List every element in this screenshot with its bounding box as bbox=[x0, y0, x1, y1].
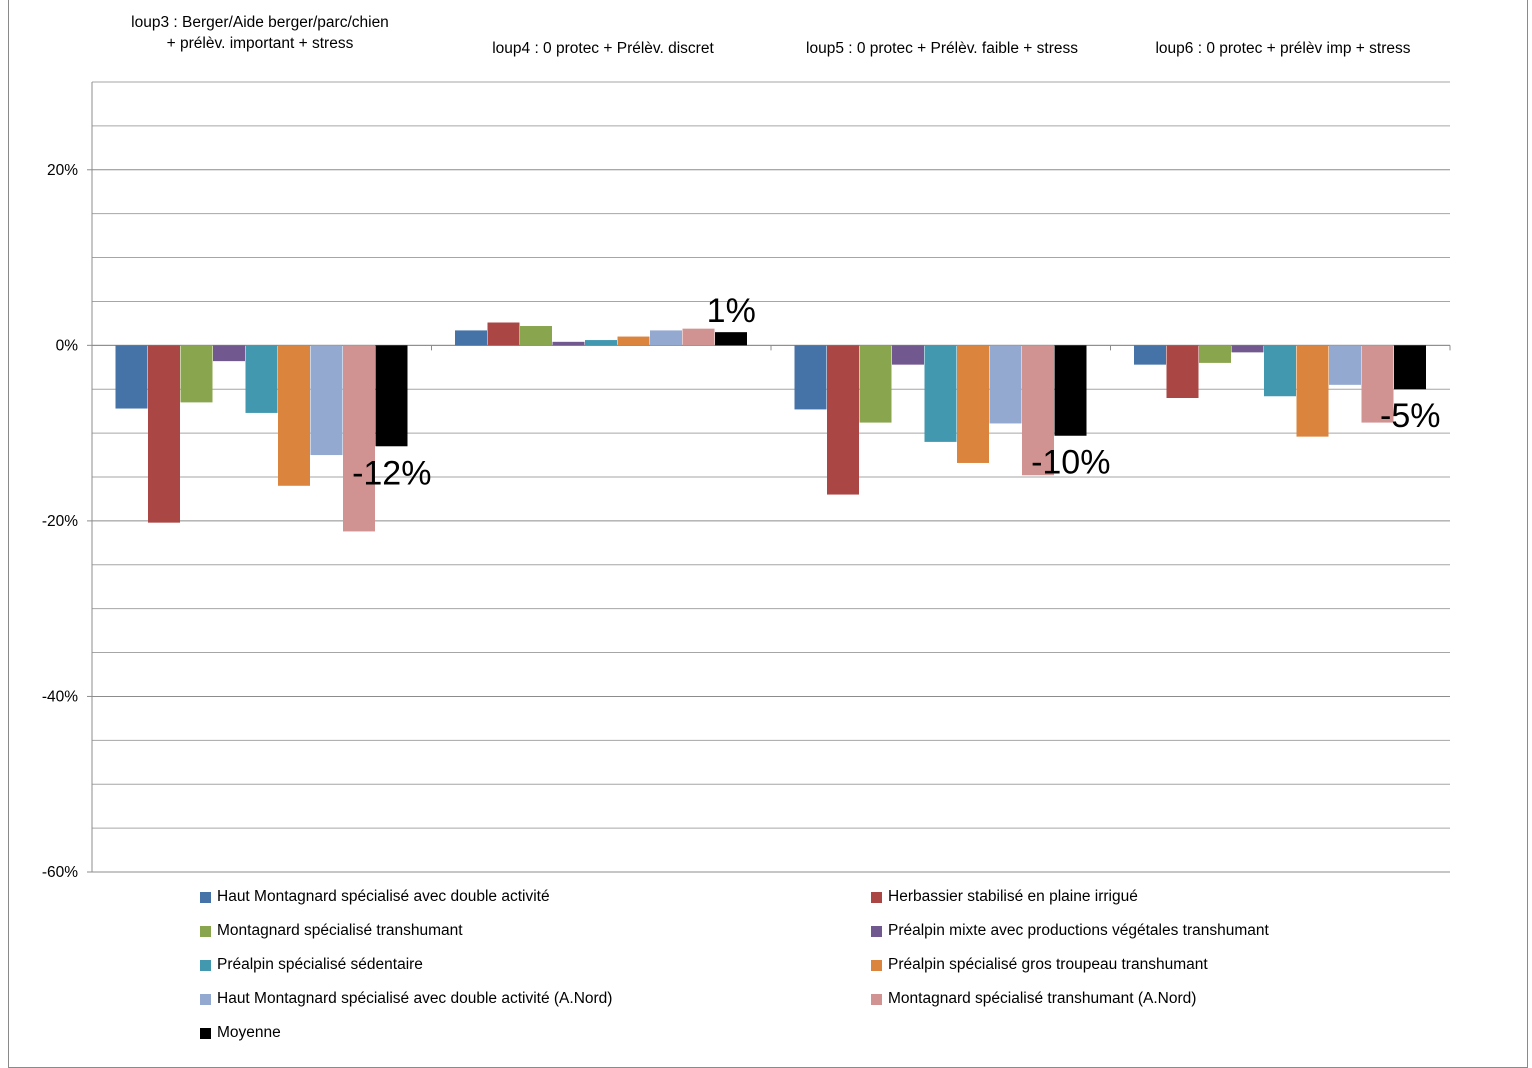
legend-swatch bbox=[200, 959, 211, 971]
bar bbox=[1054, 345, 1087, 436]
legend-swatch bbox=[200, 1027, 211, 1039]
data-label: -10% bbox=[1031, 444, 1110, 482]
legend-swatch bbox=[871, 993, 882, 1005]
category-label: loup4 : 0 protec + Prélèv. discret bbox=[492, 38, 714, 59]
legend-item: Moyenne bbox=[200, 1024, 281, 1042]
legend-label: Préalpin spécialisé gros troupeau transh… bbox=[888, 956, 1208, 973]
legend-item: Montagnard spécialisé transhumant (A.Nor… bbox=[871, 990, 1196, 1008]
legend-label: Préalpin mixte avec productions végétale… bbox=[888, 922, 1269, 939]
bar bbox=[1134, 345, 1166, 365]
bar bbox=[1166, 345, 1199, 398]
bar bbox=[1329, 345, 1361, 385]
bar bbox=[148, 345, 180, 523]
bar bbox=[1394, 345, 1426, 390]
legend-label: Montagnard spécialisé transhumant (A.Nor… bbox=[888, 990, 1197, 1007]
bar bbox=[375, 345, 408, 447]
bar bbox=[1231, 345, 1264, 353]
legend-item: Préalpin spécialisé sédentaire bbox=[200, 956, 423, 974]
bar bbox=[585, 340, 617, 346]
bar bbox=[1264, 345, 1296, 397]
legend-swatch bbox=[200, 925, 211, 937]
category-label-line: loup5 : 0 protec + Prélèv. faible + stre… bbox=[806, 40, 1078, 57]
bar bbox=[1199, 345, 1231, 363]
bar bbox=[924, 345, 957, 442]
legend-label: Préalpin spécialisé sédentaire bbox=[217, 956, 423, 973]
category-label: loup6 : 0 protec + prélèv imp + stress bbox=[1155, 38, 1410, 59]
bar bbox=[310, 345, 343, 456]
legend-swatch bbox=[200, 891, 211, 903]
bar bbox=[650, 330, 682, 346]
legend-item: Haut Montagnard spécialisé avec double a… bbox=[200, 990, 612, 1008]
bar bbox=[1022, 345, 1054, 476]
bar bbox=[245, 345, 278, 413]
bar bbox=[715, 332, 747, 346]
category-label-line: loup6 : 0 protec + prélèv imp + stress bbox=[1155, 40, 1411, 57]
bar bbox=[180, 345, 213, 403]
bar bbox=[455, 330, 487, 346]
legend-item: Montagnard spécialisé transhumant bbox=[200, 922, 463, 940]
category-label-line: loup3 : Berger/Aide berger/parc/chien bbox=[131, 14, 389, 31]
legend-swatch bbox=[871, 959, 882, 971]
legend-label: Montagnard spécialisé transhumant bbox=[217, 922, 463, 939]
bar bbox=[682, 328, 715, 346]
bar bbox=[213, 345, 245, 362]
bar bbox=[552, 341, 585, 346]
category-label: loup5 : 0 protec + Prélèv. faible + stre… bbox=[806, 38, 1078, 59]
bar bbox=[827, 345, 859, 495]
y-tick-label: 20% bbox=[47, 162, 78, 179]
legend-label: Herbassier stabilisé en plaine irrigué bbox=[888, 888, 1138, 905]
legend-item: Herbassier stabilisé en plaine irrigué bbox=[871, 888, 1138, 906]
legend-item: Haut Montagnard spécialisé avec double a… bbox=[200, 888, 550, 906]
y-tick-label: -20% bbox=[42, 513, 78, 530]
legend-item: Préalpin spécialisé gros troupeau transh… bbox=[871, 956, 1208, 974]
y-tick-label: 0% bbox=[56, 337, 79, 354]
legend-swatch bbox=[871, 891, 882, 903]
legend-label: Moyenne bbox=[217, 1024, 281, 1041]
y-tick-label: -60% bbox=[42, 864, 78, 881]
legend-label: Haut Montagnard spécialisé avec double a… bbox=[217, 990, 613, 1007]
bar bbox=[859, 345, 892, 423]
data-label: 1% bbox=[707, 292, 756, 330]
y-tick-label: -40% bbox=[42, 688, 78, 705]
category-label-line: + prélèv. important + stress bbox=[166, 35, 354, 52]
bar bbox=[957, 345, 989, 463]
bar bbox=[520, 326, 552, 346]
bar bbox=[115, 345, 148, 409]
legend-label: Haut Montagnard spécialisé avec double a… bbox=[217, 888, 550, 905]
category-label-line: loup4 : 0 protec + Prélèv. discret bbox=[492, 40, 714, 57]
bar bbox=[487, 322, 520, 346]
bar bbox=[892, 345, 924, 365]
bar bbox=[1296, 345, 1329, 437]
bar bbox=[794, 345, 827, 410]
legend-swatch bbox=[871, 925, 882, 937]
category-label: loup3 : Berger/Aide berger/parc/chien + p… bbox=[131, 12, 389, 54]
bar bbox=[343, 345, 375, 532]
data-label: -5% bbox=[1380, 397, 1440, 435]
data-label: -12% bbox=[352, 454, 431, 492]
bar bbox=[1361, 345, 1394, 423]
legend-swatch bbox=[200, 993, 211, 1005]
bar bbox=[278, 345, 310, 486]
bar bbox=[617, 336, 650, 346]
legend-item: Préalpin mixte avec productions végétale… bbox=[871, 922, 1269, 940]
bar bbox=[989, 345, 1022, 424]
